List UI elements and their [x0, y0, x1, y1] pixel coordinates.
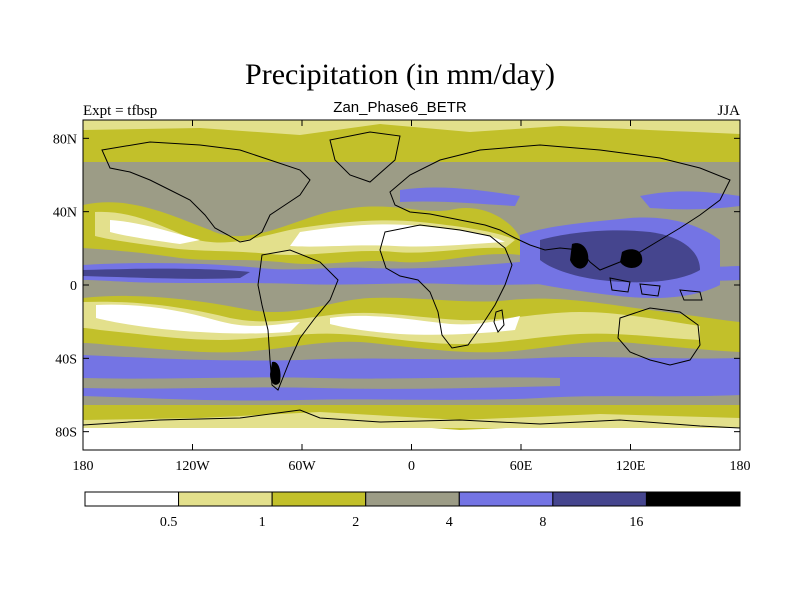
- colorbar-swatch: [271, 491, 367, 507]
- field-north-pacific-storm: [640, 191, 740, 210]
- field-arctic-light: [83, 120, 740, 135]
- field-sahara: [290, 224, 505, 247]
- lon-tick-label: 0: [408, 459, 415, 474]
- colorbar-label: 1: [259, 515, 266, 530]
- coast-south-america: [257, 249, 339, 391]
- coastlines: [83, 131, 740, 429]
- coast-madagascar: [493, 309, 505, 333]
- colorbar-swatch: [458, 491, 554, 507]
- field-sh-storm-track: [83, 355, 740, 401]
- colorbar-swatch: [84, 491, 180, 507]
- coast-australia: [617, 307, 701, 366]
- lon-tick-label: 60E: [510, 459, 533, 474]
- lon-tick-label: 120W: [175, 459, 210, 474]
- field-nh-pacific-dry: [110, 220, 200, 244]
- lon-tick-label: 120E: [616, 459, 646, 474]
- field-north-atlantic-storm: [400, 187, 520, 206]
- field-monsoon-heavy: [540, 230, 700, 283]
- lat-tick-label: 80S: [55, 426, 77, 441]
- colorbar-swatch: [178, 491, 273, 507]
- map-title: Precipitation (in mm/day): [245, 58, 555, 91]
- colorbar-label: 2: [352, 515, 359, 530]
- field-itcz-pacific: [83, 268, 250, 279]
- precip-field: [83, 120, 740, 450]
- field-chile-max: [270, 361, 281, 385]
- field-se-pacific-dry: [96, 304, 300, 334]
- coast-africa: [379, 224, 513, 349]
- coast-indonesia-1: [609, 277, 631, 293]
- colorbar-label: 16: [629, 515, 643, 530]
- coast-new-guinea: [679, 289, 703, 301]
- coast-north-america: [101, 141, 311, 243]
- coast-antarctica: [83, 409, 740, 429]
- colorbar-label: 8: [539, 515, 546, 530]
- colorbar-swatch: [552, 491, 647, 507]
- latitude-axis: 80N 40N 0 40S 80S: [53, 132, 740, 441]
- colorbar: 0.5 1 2 4 8 16: [84, 491, 741, 530]
- lon-tick-label: 180: [730, 459, 751, 474]
- colorbar-swatch: [645, 491, 741, 507]
- field-south-atlantic-dry: [330, 315, 520, 335]
- lon-tick-label: 60W: [288, 459, 316, 474]
- season-label: JJA: [717, 103, 740, 119]
- map-subtitle: Zan_Phase6_BETR: [333, 99, 467, 116]
- lat-tick-label: 0: [70, 279, 77, 294]
- colorbar-swatch: [365, 491, 460, 507]
- colorbar-label: 0.5: [160, 515, 178, 530]
- coast-greenland: [329, 131, 401, 183]
- lat-tick-label: 80N: [53, 132, 77, 147]
- coast-eurasia: [389, 144, 731, 271]
- experiment-label: Expt = tfbsp: [83, 103, 158, 119]
- coast-indonesia-2: [639, 283, 661, 297]
- field-antarctic-light: [83, 412, 740, 428]
- lat-tick-label: 40S: [55, 352, 77, 367]
- colorbar-label: 4: [446, 515, 453, 530]
- lon-tick-label: 180: [73, 459, 94, 474]
- field-sh-storm-gray: [83, 377, 560, 389]
- lat-tick-label: 40N: [53, 206, 77, 221]
- longitude-axis: 180 120W 60W 0 60E 120E 180: [73, 120, 751, 474]
